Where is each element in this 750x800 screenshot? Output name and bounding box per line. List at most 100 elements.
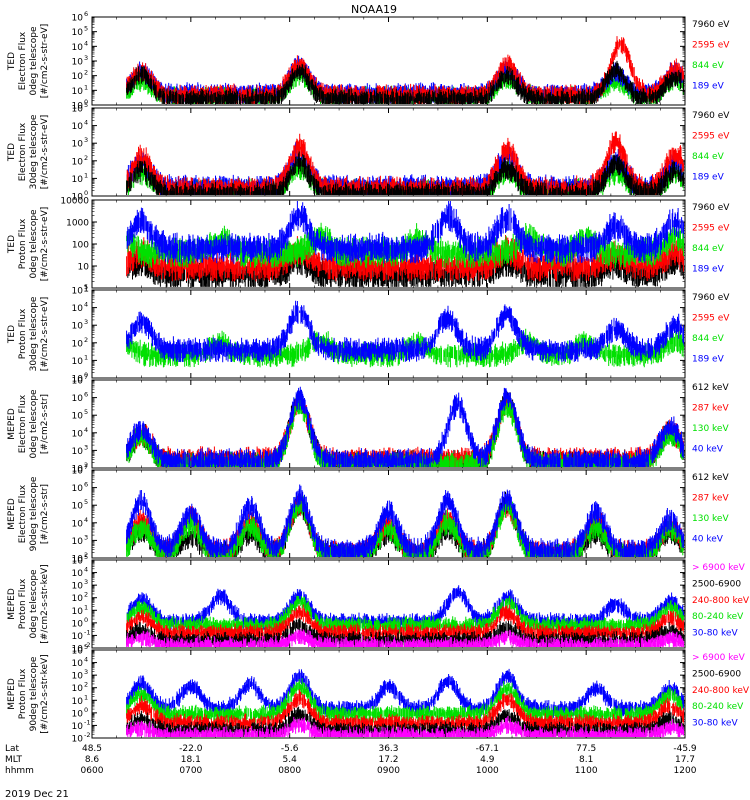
legend-entry: 7960 eV bbox=[692, 203, 730, 213]
x-tick-label-hhmm: 1100 bbox=[575, 766, 598, 776]
y-tick-label: 10 bbox=[72, 697, 84, 707]
y-axis-label-line: 0deg telescope bbox=[29, 389, 39, 459]
legend-entry: 287 keV bbox=[692, 494, 729, 504]
legend-entry: 189 eV bbox=[692, 355, 725, 365]
y-tick-label: 10 bbox=[72, 122, 84, 132]
y-tick-exponent: 3 bbox=[84, 668, 88, 676]
y-tick-label: 10 bbox=[72, 537, 84, 547]
y-axis-label-line: Electron Flux bbox=[18, 484, 28, 543]
x-tick-label-hhmm: 0600 bbox=[81, 766, 104, 776]
y-tick-label: 10 bbox=[72, 619, 84, 629]
y-tick-exponent: 3 bbox=[84, 318, 88, 326]
y-axis-label-line: MEPED bbox=[7, 588, 17, 620]
series bbox=[126, 595, 684, 635]
series-spikes bbox=[126, 386, 684, 467]
y-tick-exponent: 5 bbox=[84, 498, 88, 506]
y-tick-exponent: 4 bbox=[84, 656, 88, 664]
series bbox=[126, 689, 684, 732]
legend-entry: > 6900 keV bbox=[692, 653, 746, 663]
y-tick-label: 10 bbox=[72, 722, 84, 732]
x-tick-label-hhmm: 0800 bbox=[278, 766, 301, 776]
legend-entry: 40 keV bbox=[692, 535, 724, 545]
y-tick-exponent: 7 bbox=[84, 463, 88, 471]
y-tick-label: 10 bbox=[72, 175, 84, 185]
legend-entry: 30-80 keV bbox=[692, 629, 738, 639]
y-axis-label-line: [#/cm2-s-str-keV] bbox=[40, 654, 50, 733]
y-tick-exponent: 0 bbox=[84, 371, 88, 379]
y-axis-label-line: Proton Flux bbox=[18, 578, 28, 629]
y-tick-label: 10 bbox=[72, 102, 84, 112]
y-axis-label-line: 0deg telescope bbox=[29, 26, 39, 96]
y-tick-label: 10 bbox=[72, 377, 84, 387]
y-tick-label: 10 bbox=[72, 519, 84, 529]
legend-entry: 240-800 keV bbox=[692, 686, 750, 696]
x-axis-row-label: hhmm bbox=[5, 766, 34, 776]
y-tick-exponent: 5 bbox=[84, 101, 88, 109]
series-spikes bbox=[126, 604, 684, 642]
x-tick-label-mlt: 4.9 bbox=[480, 755, 495, 765]
legend-entry: 80-240 keV bbox=[692, 612, 744, 622]
panel-frame bbox=[91, 289, 686, 379]
series-spikes bbox=[126, 300, 684, 363]
y-axis-label-line: Proton Flux bbox=[18, 668, 28, 719]
legend-entry: 130 keV bbox=[692, 514, 729, 524]
y-tick-exponent: -1 bbox=[84, 718, 90, 726]
legend-entry: 2595 eV bbox=[692, 314, 730, 324]
y-tick-exponent: 5 bbox=[84, 25, 88, 33]
y-tick-exponent: 6 bbox=[84, 481, 88, 489]
y-tick-exponent: 0 bbox=[84, 616, 88, 624]
x-tick-label-mlt: 8.1 bbox=[579, 755, 593, 765]
y-tick-label: 10 bbox=[72, 484, 84, 494]
y-tick-exponent: 2 bbox=[84, 154, 88, 162]
series bbox=[126, 151, 684, 195]
figure-title: NOAA19 bbox=[351, 3, 397, 16]
y-tick-exponent: 0 bbox=[84, 706, 88, 714]
x-tick-label-lat: -67.1 bbox=[476, 744, 499, 754]
x-tick-label-hhmm: 1000 bbox=[476, 766, 499, 776]
y-tick-label: 10 bbox=[72, 632, 84, 642]
x-tick-label-lat: -5.6 bbox=[281, 744, 299, 754]
y-tick-label: 10 bbox=[72, 157, 84, 167]
y-tick-label: 10 bbox=[72, 375, 84, 385]
legend-entry: 130 keV bbox=[692, 424, 729, 434]
y-tick-exponent: 5 bbox=[84, 553, 88, 561]
series bbox=[126, 201, 684, 264]
y-tick-exponent: 4 bbox=[84, 516, 88, 524]
y-tick-label: 10 bbox=[72, 645, 84, 655]
y-tick-exponent: 0 bbox=[84, 98, 88, 106]
series bbox=[126, 484, 684, 557]
series-spikes bbox=[126, 716, 684, 737]
y-tick-exponent: -1 bbox=[84, 628, 90, 636]
y-tick-label: 10 bbox=[72, 429, 84, 439]
y-tick-label: 10 bbox=[72, 735, 84, 745]
y-axis-label-line: TED bbox=[7, 52, 17, 71]
y-tick-exponent: 1 bbox=[84, 353, 88, 361]
x-tick-label-lat: -45.9 bbox=[673, 744, 697, 754]
y-tick-label: 10 bbox=[72, 14, 84, 24]
y-axis-label-line: Proton Flux bbox=[18, 218, 28, 269]
y-tick-exponent: 1 bbox=[84, 603, 88, 611]
legend-entry: > 6900 keV bbox=[692, 563, 746, 573]
x-tick-label-lat: 48.5 bbox=[82, 744, 102, 754]
y-tick-exponent: 5 bbox=[84, 643, 88, 651]
y-tick-exponent: 2 bbox=[84, 461, 88, 469]
series-spikes bbox=[126, 595, 684, 635]
legend-entry: 189 eV bbox=[692, 173, 725, 183]
x-tick-label-hhmm: 0900 bbox=[377, 766, 400, 776]
x-tick-label-lat: 36.3 bbox=[378, 744, 398, 754]
plot-area bbox=[126, 386, 684, 467]
series bbox=[126, 300, 684, 363]
legend-entry: 189 eV bbox=[692, 82, 725, 92]
y-tick-label: 10 bbox=[72, 322, 84, 332]
y-tick-exponent: 2 bbox=[84, 336, 88, 344]
y-tick-label: 10 bbox=[72, 569, 84, 579]
y-tick-label: 10 bbox=[72, 87, 84, 97]
y-axis-label-line: TED bbox=[7, 325, 17, 344]
y-tick-label: 10 bbox=[72, 43, 84, 53]
legend-entry: 189 eV bbox=[692, 265, 725, 275]
y-axis-label-line: [#/cm2-s-str-keV] bbox=[40, 564, 50, 643]
y-tick-exponent: 3 bbox=[84, 54, 88, 62]
x-axis-row-label: Lat bbox=[5, 744, 20, 754]
